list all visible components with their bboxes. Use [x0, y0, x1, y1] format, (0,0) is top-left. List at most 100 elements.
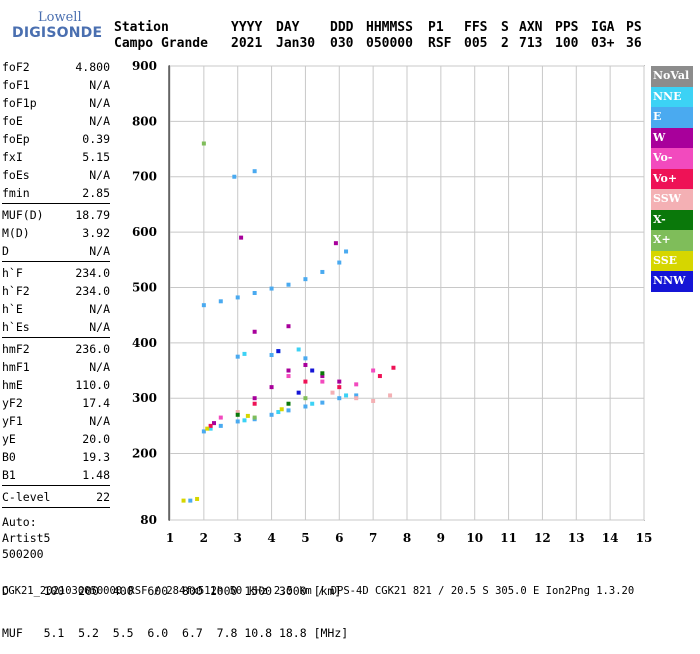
echo-point-vo- [337, 385, 342, 390]
echo-traces [181, 141, 396, 503]
echo-point-w [286, 324, 291, 329]
x-tick-label: 4 [267, 531, 275, 545]
echo-point-vo- [208, 423, 213, 428]
file-info-footer: CGK21_2021030050000.RSF / 284fx512h 50 k… [2, 585, 635, 597]
echo-point-w [269, 385, 274, 390]
header-label-9: PPS [555, 20, 579, 35]
header-value-4: 050000 [366, 36, 413, 51]
echo-point-x- [303, 396, 308, 401]
header-value-5: RSF [428, 36, 452, 51]
echo-point-e [303, 356, 308, 361]
param-key: hmE [2, 378, 23, 392]
param-row: foF1p N/A [2, 94, 110, 112]
param-key: foF2 [2, 60, 30, 74]
echo-point-e [269, 353, 274, 358]
echo-point-x- [286, 401, 291, 406]
header-value-11: 36 [626, 36, 642, 51]
header-label-3: DDD [330, 20, 354, 35]
echo-point-w [252, 329, 257, 334]
param-key: foF1p [2, 96, 37, 110]
param-key: B1 [2, 468, 16, 482]
echo-point-nne [310, 401, 315, 406]
param-value: N/A [89, 360, 110, 374]
x-tick-label: 6 [335, 531, 343, 545]
param-value: 19.3 [82, 450, 110, 464]
header-value-9: 100 [555, 36, 579, 51]
logo-lowell-text: Lowell [38, 10, 82, 25]
echo-point-ssw [235, 410, 240, 415]
y-tick-label: 600 [132, 225, 157, 239]
digisonde-logo: Lowell DIGISONDE [6, 8, 106, 48]
plot-grid [169, 65, 645, 521]
echo-point-ssw [330, 390, 335, 395]
x-tick-label: 2 [200, 531, 208, 545]
y-tick-labels: 80 200 300 400 500 600 700 800 900 [132, 59, 157, 527]
param-row: h`F 234.0 [2, 264, 110, 282]
param-key: D [2, 244, 9, 258]
echo-point-x- [201, 141, 206, 146]
echo-point-e [218, 423, 223, 428]
param-value: N/A [89, 302, 110, 316]
echo-point-w [303, 362, 308, 367]
echo-point-sse [245, 413, 250, 418]
x-tick-label: 8 [403, 531, 411, 545]
param-key: foEp [2, 132, 30, 146]
legend-item-sse: SSE [651, 250, 693, 271]
echo-point-e [269, 412, 274, 417]
param-key: B0 [2, 450, 16, 464]
param-row: hmF2 236.0 [2, 340, 110, 358]
param-value: 234.0 [75, 284, 110, 298]
echo-point-w [286, 368, 291, 373]
param-value: N/A [89, 414, 110, 428]
echo-point-ssw [371, 398, 376, 403]
echo-point-vo- [252, 401, 257, 406]
echo-point-vo- [354, 382, 359, 387]
header-value-2: Jan30 [276, 36, 316, 51]
echo-point-nne [242, 351, 247, 356]
param-value: 1.48 [82, 468, 110, 482]
x-tick-label: 11 [500, 531, 517, 545]
param-row: D N/A [2, 242, 110, 260]
header-value-0: Campo Grande [114, 36, 208, 51]
param-row: C-level 22 [2, 488, 110, 506]
param-row: MUF(D) 18.79 [2, 206, 110, 224]
param-key: yF1 [2, 414, 23, 428]
param-key: h`Es [2, 320, 30, 334]
header-label-7: S [501, 20, 509, 35]
param-value: 22 [96, 490, 110, 504]
muf-table: D 100 200 400 600 800 1000 1500 3000 [km… [2, 556, 348, 654]
param-value: 20.0 [82, 432, 110, 446]
param-value: N/A [89, 78, 110, 92]
echo-point-sse [195, 496, 200, 501]
y-tick-label: 80 [140, 513, 157, 527]
header-label-5: P1 [428, 20, 444, 35]
param-key: h`E [2, 302, 23, 316]
panel-divider [2, 203, 110, 204]
echo-point-e [286, 282, 291, 287]
header-label-0: Station [114, 20, 169, 35]
header-value-10: 03+ [591, 36, 615, 51]
param-value: 236.0 [75, 342, 110, 356]
echo-point-w [212, 421, 217, 426]
header-value-6: 005 [464, 36, 488, 51]
y-tick-label: 200 [132, 447, 157, 461]
x-tick-label: 14 [602, 531, 619, 545]
param-value: 5.15 [82, 150, 110, 164]
panel-divider [2, 507, 110, 508]
echo-point-e [337, 260, 342, 265]
echo-point-e [320, 269, 325, 274]
panel-divider [2, 261, 110, 262]
param-key: h`F [2, 266, 23, 280]
legend-item-e: E [651, 107, 693, 128]
d-values: 100 200 400 600 800 1000 1500 3000 [km] [43, 584, 342, 598]
param-value: 234.0 [75, 266, 110, 280]
echo-point-vo- [286, 374, 291, 379]
y-tick-label: 700 [132, 170, 157, 184]
param-value: 17.4 [82, 396, 110, 410]
echo-point-e [286, 408, 291, 413]
parameter-list: foF2 4.800 foF1 N/A foF1p N/A foE N/A foEp 0.39 fx… [2, 58, 110, 508]
echo-point-vo- [320, 379, 325, 384]
echo-point-w [239, 235, 244, 240]
param-key: fxI [2, 150, 23, 164]
param-value: 18.79 [75, 208, 110, 222]
